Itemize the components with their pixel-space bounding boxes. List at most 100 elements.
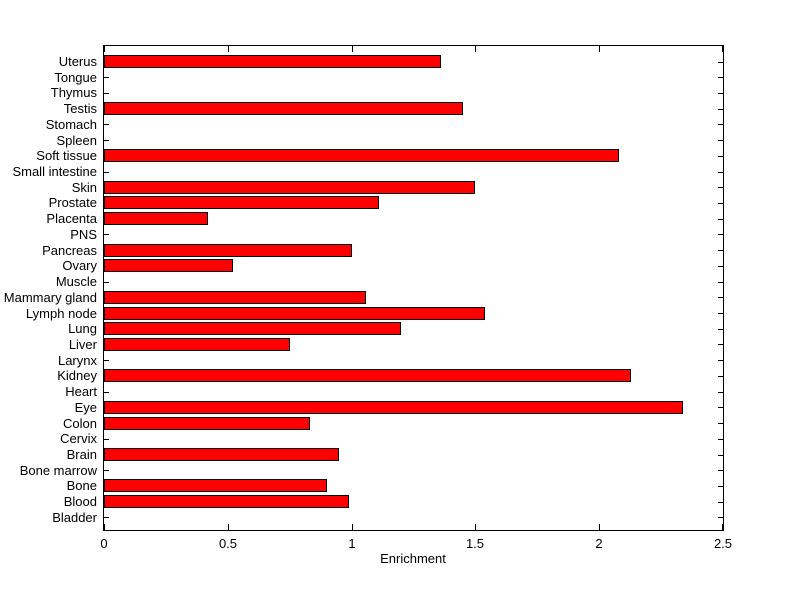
bar [104,244,352,257]
bar [104,417,310,430]
y-tick-label: Liver [68,337,97,352]
y-axis-tick-left [104,93,109,94]
y-tick-label: Placenta [46,211,97,226]
y-axis-tick-right [718,297,723,298]
y-axis-tick-left [104,470,109,471]
y-tick-label: Muscle [55,274,97,289]
x-tick-label: 1.5 [465,536,485,551]
y-axis-tick-right [718,455,723,456]
y-tick-label: Uterus [58,54,97,69]
x-axis-tick-bottom [599,524,600,530]
x-axis-tick-bottom [475,524,476,530]
x-tick-label: 1 [348,536,356,551]
y-tick-label: Colon [63,416,97,431]
y-axis-tick-right [718,156,723,157]
x-axis-tick-bottom [722,524,723,530]
y-tick-label: Skin [71,180,97,195]
y-axis-tick-right [718,282,723,283]
y-axis-tick-right [718,219,723,220]
x-axis-tick-top [722,46,723,52]
x-tick-label: 2.5 [713,536,733,551]
x-axis-tick-bottom [104,524,105,530]
y-tick-label: PNS [70,227,97,242]
y-axis-tick-right [718,517,723,518]
y-axis-tick-left [104,172,109,173]
y-tick-label: Prostate [48,195,97,210]
y-tick-label: Eye [74,400,97,415]
x-axis-tick-top [352,46,353,52]
bar [104,448,339,461]
y-tick-label: Lung [68,321,97,336]
y-axis-tick-right [718,329,723,330]
y-tick-label: Bone marrow [19,463,97,478]
y-tick-label: Mammary gland [3,290,97,305]
y-tick-label: Larynx [57,353,97,368]
bar [104,102,463,115]
y-axis-tick-right [718,344,723,345]
y-axis-tick-left [104,392,109,393]
bar [104,479,327,492]
y-tick-label: Pancreas [42,243,97,258]
y-axis-tick-right [718,203,723,204]
x-axis-tick-bottom [228,524,229,530]
y-axis-tick-left [104,140,109,141]
y-tick-label: Blood [63,494,97,509]
y-tick-label: Spleen [56,133,97,148]
y-axis-tick-right [718,172,723,173]
y-axis-tick-right [718,407,723,408]
bar [104,259,233,272]
x-tick-label: 0.5 [218,536,238,551]
x-axis-tick-top [475,46,476,52]
bar [104,401,683,414]
y-axis-tick-right [718,250,723,251]
y-axis-tick-left [104,360,109,361]
y-axis-tick-left [104,124,109,125]
y-tick-label: Bladder [52,510,97,525]
y-tick-label: Small intestine [12,164,97,179]
bar [104,291,366,304]
bar [104,149,619,162]
y-axis-tick-right [718,124,723,125]
y-tick-label: Thymus [50,85,97,100]
y-axis-tick-right [718,77,723,78]
y-axis-tick-right [718,439,723,440]
y-axis-tick-right [718,423,723,424]
bar [104,307,485,320]
bar [104,369,631,382]
y-axis-tick-right [718,376,723,377]
y-axis-tick-right [718,470,723,471]
x-tick-label: 0 [100,536,108,551]
y-axis-tick-left [104,517,109,518]
y-tick-label: Stomach [45,117,97,132]
y-axis-tick-right [718,360,723,361]
y-tick-label: Tongue [54,70,97,85]
y-tick-label: Cervix [60,431,97,446]
y-tick-label: Lymph node [25,306,97,321]
y-tick-label: Ovary [62,258,97,273]
y-axis-tick-right [718,62,723,63]
y-axis-tick-right [718,313,723,314]
x-axis-tick-bottom [352,524,353,530]
y-axis-tick-right [718,109,723,110]
y-axis-tick-right [718,502,723,503]
y-axis-tick-left [104,234,109,235]
bar [104,338,290,351]
y-axis-tick-right [718,486,723,487]
y-tick-label: Bone [66,478,97,493]
plot-area [103,45,724,531]
bar [104,55,441,68]
bar [104,196,379,209]
y-axis-tick-left [104,439,109,440]
x-axis-title: Enrichment [380,551,446,566]
y-tick-label: Testis [63,101,97,116]
y-axis-tick-right [718,392,723,393]
bar [104,181,475,194]
x-tick-label: 2 [595,536,603,551]
y-axis-tick-right [718,93,723,94]
y-axis-tick-left [104,282,109,283]
x-axis-tick-top [228,46,229,52]
y-tick-label: Brain [66,447,97,462]
x-axis-tick-top [599,46,600,52]
y-axis-tick-right [718,187,723,188]
